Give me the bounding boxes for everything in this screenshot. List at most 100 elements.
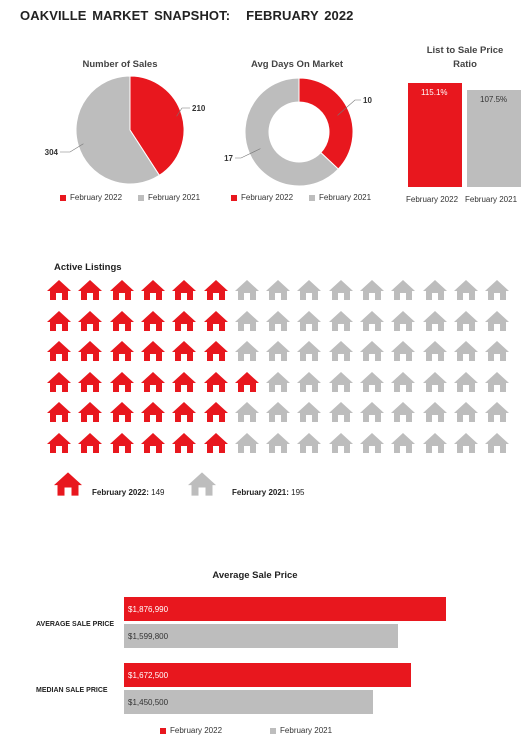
house-icon-2022	[203, 400, 229, 424]
legend-label-2022: February 2022	[170, 726, 223, 735]
listings-legend-2022-label: February 2022:	[92, 488, 149, 497]
ratio-value-label: 115.1%	[421, 88, 448, 97]
house-icon-2022	[46, 309, 72, 333]
category-average-sale-price: AVERAGE SALE PRICE	[36, 621, 115, 628]
house-icon-2021	[296, 339, 322, 363]
house-icon-2021	[296, 400, 322, 424]
slice-february-2021	[244, 77, 339, 187]
house-icon-2022	[77, 431, 103, 455]
data-label: 17	[224, 154, 233, 163]
house-icon-2021	[265, 400, 291, 424]
legend-swatch-2021	[309, 194, 316, 201]
price-bar-2021	[124, 624, 399, 648]
legend-label-2022: February 2022	[241, 193, 294, 202]
ratio-bar-2022	[408, 83, 462, 187]
house-icon-2021	[328, 278, 354, 302]
house-icon-2021	[390, 339, 416, 363]
house-icon-2021	[422, 278, 448, 302]
house-icon-2022	[171, 278, 197, 302]
dom-donut-slices: 10 17	[224, 77, 372, 187]
sales-legend: February 2022 February 2021	[60, 193, 200, 202]
title-prefix: OAKVILLE MARKET SNAPSHOT:	[20, 8, 231, 23]
house-icon-2022	[140, 339, 166, 363]
house-icon-2022	[234, 370, 260, 394]
house-icon-2021	[359, 278, 385, 302]
house-icon-2022	[109, 400, 135, 424]
listings-legend-2022: February 2022: 149	[92, 488, 165, 497]
house-icon-2022	[203, 431, 229, 455]
house-icon-2022	[140, 278, 166, 302]
house-icon-2022	[140, 431, 166, 455]
house-icon-2021	[234, 309, 260, 333]
listings-legend-2021-icon	[186, 470, 218, 503]
dom-legend: February 2022 February 2021	[231, 193, 371, 202]
house-icon-2022	[77, 400, 103, 424]
dom-donut-chart: 10 17	[224, 77, 372, 187]
house-icon-2022	[77, 339, 103, 363]
house-icon-2021	[453, 400, 479, 424]
house-icon-2022	[46, 339, 72, 363]
house-icon-2021	[390, 370, 416, 394]
house-icon-2022	[203, 278, 229, 302]
house-icon-2022	[109, 370, 135, 394]
data-label: 210	[192, 104, 206, 113]
data-label: 10	[363, 96, 372, 105]
listings-legend-2022-icon	[52, 470, 84, 503]
legend-swatch-2022	[231, 194, 237, 201]
house-icon-2022	[77, 370, 103, 394]
price-value-label: $1,450,500	[128, 698, 169, 707]
dom-chart-title: Avg Days On Market	[250, 59, 344, 70]
house-icon-2021	[265, 278, 291, 302]
house-icon-2022	[46, 431, 72, 455]
house-icon-2021	[234, 431, 260, 455]
house-icon-2021	[265, 339, 291, 363]
leader-line	[176, 107, 190, 117]
legend-label-2021: February 2021	[319, 193, 372, 202]
price-bar-chart: AVERAGE SALE PRICE $1,876,990 $1,599,800 ME…	[0, 590, 532, 720]
title-period: FEBRUARY 2022	[246, 8, 354, 23]
house-icon-2022	[171, 339, 197, 363]
house-icon-2021	[328, 339, 354, 363]
house-icon-2021	[359, 431, 385, 455]
house-icon-2021	[484, 309, 510, 333]
house-icon-2021	[265, 431, 291, 455]
slice-february-2022	[298, 77, 354, 170]
house-icon-2022	[77, 309, 103, 333]
house-icon-2022	[46, 400, 72, 424]
listings-house-grid	[46, 278, 526, 458]
house-icon-2022	[171, 400, 197, 424]
house-icon-2022	[109, 278, 135, 302]
legend-swatch-2021	[270, 727, 277, 734]
house-icon-2021	[328, 309, 354, 333]
ratio-title-line2: Ratio	[453, 59, 477, 70]
ratio-bar-2021	[467, 89, 521, 187]
page-title: OAKVILLE MARKET SNAPSHOT: FEBRUARY 2022	[20, 8, 354, 23]
house-icon-2021	[453, 370, 479, 394]
house-icon-2021	[359, 339, 385, 363]
house-icon-2021	[422, 309, 448, 333]
house-icon-2021	[422, 339, 448, 363]
house-icon-2022	[46, 370, 72, 394]
house-icon-2021	[390, 400, 416, 424]
house-icon-2021	[390, 309, 416, 333]
house-icon-2022	[203, 370, 229, 394]
ratio-value-label: 107.5%	[480, 94, 508, 104]
house-icon-2021	[359, 309, 385, 333]
house-icon-2021	[453, 339, 479, 363]
legend-label-2021: February 2021	[280, 726, 333, 735]
listings-legend-2021-value: 195	[291, 488, 305, 497]
leader-line	[60, 143, 84, 153]
house-icon-2022	[46, 278, 72, 302]
house-icon-2021	[296, 431, 322, 455]
house-icon-2022	[109, 309, 135, 333]
house-icon-2022	[140, 309, 166, 333]
price-legend: February 2022 February 2021	[160, 726, 332, 735]
house-icon-2021	[296, 278, 322, 302]
legend-swatch-2022	[160, 727, 166, 734]
legend-swatch-2021	[138, 194, 145, 201]
house-icon-2021	[484, 339, 510, 363]
legend-swatch-2022	[60, 194, 66, 201]
leader-line	[235, 148, 261, 159]
house-icon-2021	[484, 278, 510, 302]
house-icon-2022	[140, 400, 166, 424]
